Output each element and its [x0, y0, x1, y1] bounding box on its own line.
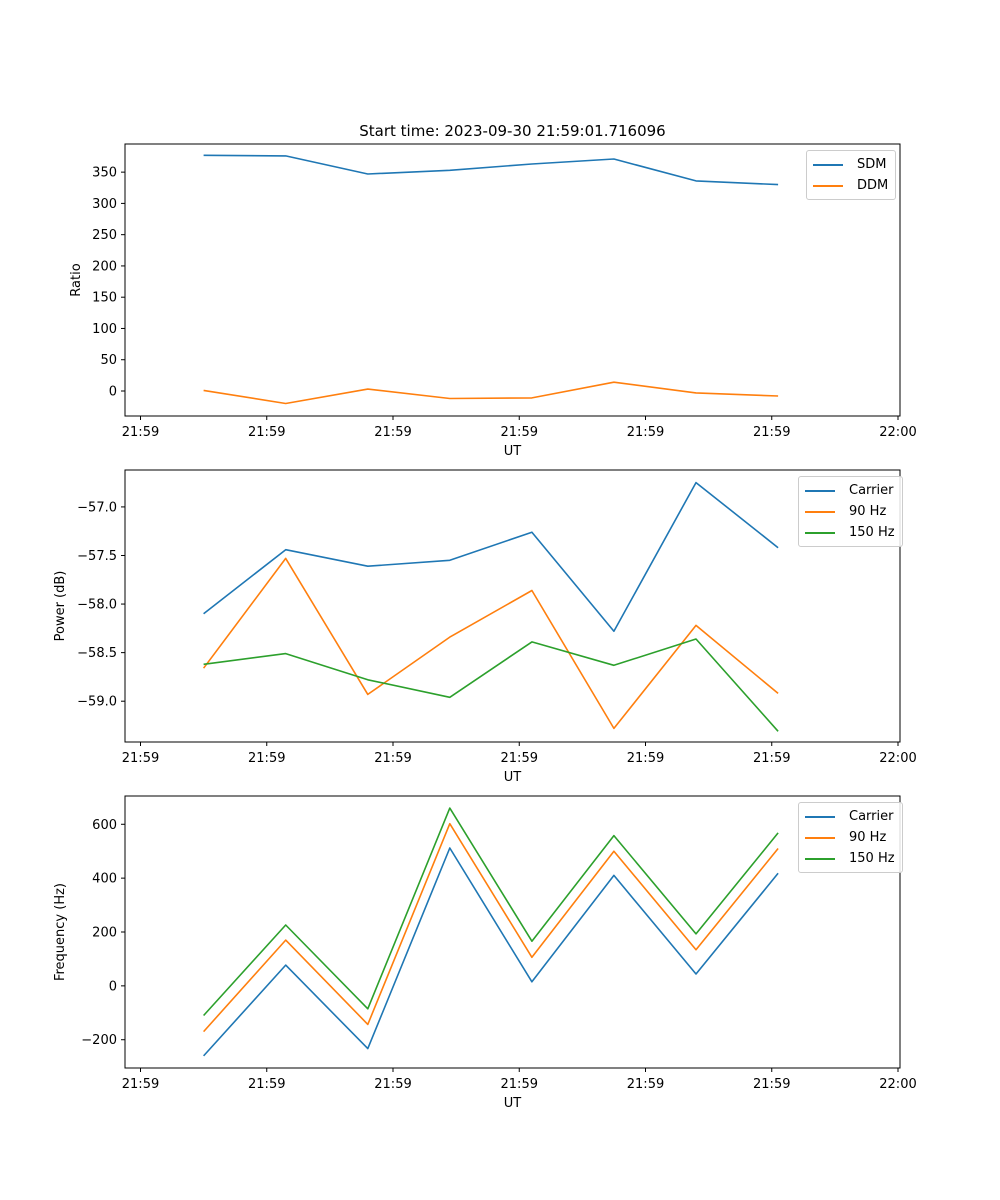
- y-tick-label: 50: [100, 353, 117, 368]
- x-tick-label: 21:59: [248, 1077, 285, 1092]
- legend-swatch: [805, 531, 835, 534]
- series-line-carrier: [203, 847, 779, 1057]
- x-tick-label: 22:00: [879, 751, 916, 766]
- legend-swatch: [805, 815, 835, 818]
- x-tick-label: 21:59: [501, 1077, 538, 1092]
- legend-label: DDM: [857, 178, 889, 193]
- y-tick-label: 150: [92, 291, 117, 306]
- chart-panel-2: 21:59 21:59 21:59 21:59 21:59 21:59 22:00 UT −59…: [53, 469, 917, 785]
- x-tick-label: 21:59: [627, 751, 664, 766]
- axes-frame: [124, 469, 901, 743]
- series-line-ddm: [203, 381, 779, 405]
- x-tick-label: 21:59: [627, 425, 664, 440]
- x-tick-label: 21:59: [753, 751, 790, 766]
- legend: Carrier 90 Hz 150 Hz: [798, 476, 903, 547]
- x-tick-label: 22:00: [879, 1077, 916, 1092]
- x-tick-label: 21:59: [248, 751, 285, 766]
- y-tick-label: 0: [109, 979, 117, 994]
- y-tick-label: 400: [92, 872, 117, 887]
- legend-swatch: [813, 184, 843, 187]
- legend-label: Carrier: [849, 809, 894, 824]
- x-tick-label: 22:00: [879, 425, 916, 440]
- y-tick-label: −57.5: [77, 549, 117, 564]
- legend-label: SDM: [857, 157, 887, 172]
- legend-swatch: [813, 163, 843, 166]
- x-tick-label: 21:59: [753, 1077, 790, 1092]
- x-axis-label: UT: [504, 444, 522, 459]
- x-tick-label: 21:59: [374, 425, 411, 440]
- y-tick-label: 600: [92, 818, 117, 833]
- legend-swatch: [805, 836, 835, 839]
- y-tick-label: −200: [81, 1033, 117, 1048]
- legend-item: Carrier: [805, 480, 895, 501]
- legend-item: SDM: [813, 154, 888, 175]
- x-tick-label: 21:59: [501, 425, 538, 440]
- y-tick-label: 0: [109, 384, 117, 399]
- axes-frame: [124, 795, 901, 1069]
- legend: Carrier 90 Hz 150 Hz: [798, 802, 903, 873]
- legend-swatch: [805, 489, 835, 492]
- legend-item: 150 Hz: [805, 522, 895, 543]
- x-tick-label: 21:59: [248, 425, 285, 440]
- y-tick-label: 250: [92, 228, 117, 243]
- y-tick-label: 100: [92, 322, 117, 337]
- y-tick-label: −58.0: [77, 598, 117, 613]
- y-tick-label: 200: [92, 926, 117, 941]
- legend-item: Carrier: [805, 806, 895, 827]
- y-tick-label: 200: [92, 259, 117, 274]
- y-axis-label: Power (dB): [53, 571, 68, 642]
- legend-item: 90 Hz: [805, 827, 895, 848]
- x-tick-label: 21:59: [501, 751, 538, 766]
- x-axis-label: UT: [504, 770, 522, 785]
- x-axis-label: UT: [504, 1096, 522, 1111]
- series-line-carrier: [203, 481, 779, 633]
- y-tick-label: −59.0: [77, 695, 117, 710]
- series-line-90-hz: [203, 822, 779, 1033]
- x-tick-label: 21:59: [374, 751, 411, 766]
- chart-panel-3: 21:59 21:59 21:59 21:59 21:59 21:59 22:00 UT −20…: [53, 795, 917, 1111]
- legend-label: 150 Hz: [849, 525, 895, 540]
- chart-panel-1: Start time: 2023-09-30 21:59:01.716096 21…: [69, 122, 917, 459]
- axes-frame: [124, 143, 901, 417]
- series-line-150-hz: [203, 807, 779, 1017]
- series-line-150-hz: [203, 638, 779, 732]
- legend-item: DDM: [813, 175, 888, 196]
- legend-swatch: [805, 857, 835, 860]
- legend-swatch: [805, 510, 835, 513]
- legend-item: 90 Hz: [805, 501, 895, 522]
- legend-label: 150 Hz: [849, 851, 895, 866]
- y-tick-label: −58.5: [77, 646, 117, 661]
- series-line-90-hz: [202, 557, 779, 730]
- chart-title: Start time: 2023-09-30 21:59:01.716096: [359, 122, 665, 140]
- y-axis-label: Ratio: [69, 263, 84, 296]
- y-tick-label: −57.0: [77, 500, 117, 515]
- series-line-sdm: [203, 154, 779, 186]
- legend: SDM DDM: [806, 150, 897, 200]
- legend-label: 90 Hz: [849, 504, 887, 519]
- legend-label: 90 Hz: [849, 830, 887, 845]
- x-tick-label: 21:59: [122, 1077, 159, 1092]
- y-tick-label: 350: [92, 166, 117, 181]
- x-tick-label: 21:59: [122, 425, 159, 440]
- x-tick-label: 21:59: [627, 1077, 664, 1092]
- legend-label: Carrier: [849, 483, 894, 498]
- x-tick-label: 21:59: [753, 425, 790, 440]
- legend-item: 150 Hz: [805, 848, 895, 869]
- y-axis-label: Frequency (Hz): [53, 883, 68, 981]
- x-tick-label: 21:59: [374, 1077, 411, 1092]
- y-tick-label: 300: [92, 197, 117, 212]
- x-tick-label: 21:59: [122, 751, 159, 766]
